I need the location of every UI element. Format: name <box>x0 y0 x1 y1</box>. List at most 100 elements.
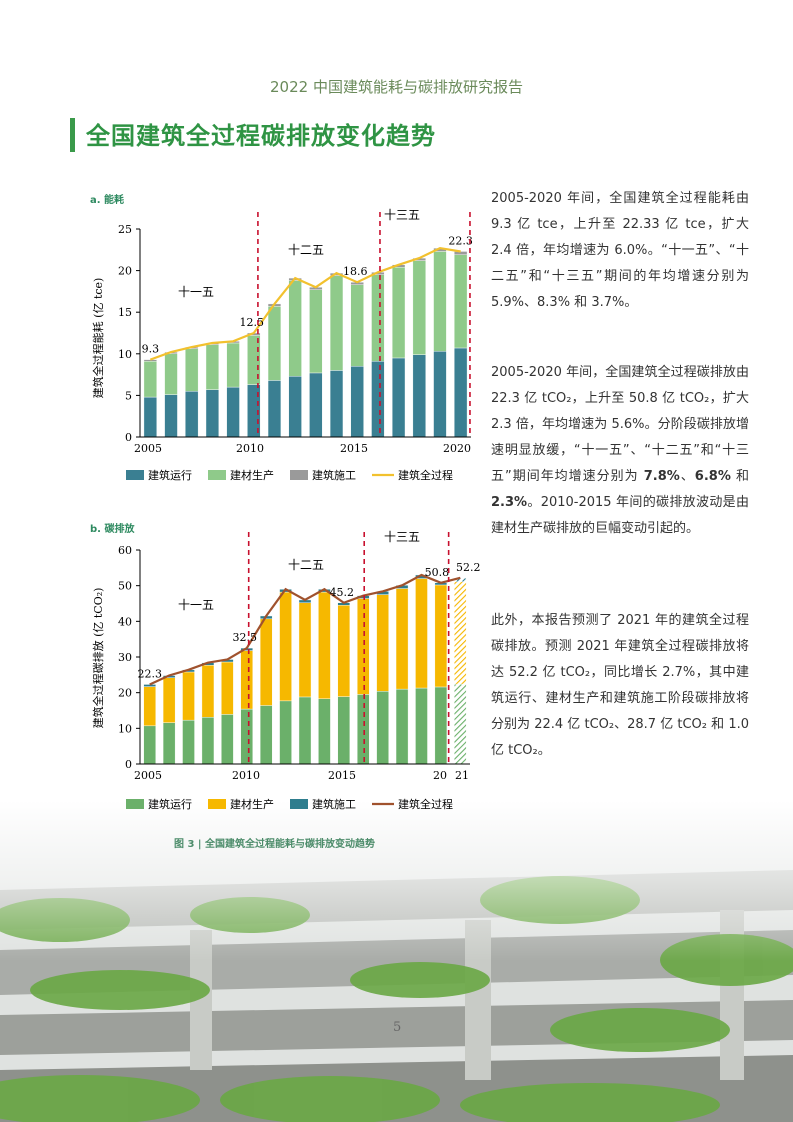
bar-建筑运行-2013 <box>298 696 312 765</box>
x-tick-label: 2005 <box>134 769 162 782</box>
bar-建材生产-2012 <box>288 280 302 377</box>
page-title: 全国建筑全过程碳排放变化趋势 <box>86 122 436 150</box>
period-label: 十二五 <box>288 243 324 257</box>
legend-label: 建筑运行 <box>148 797 192 811</box>
paragraph-emission-c: 。2010-2015 年间的碳排放波动是由建材生产碳排放的巨幅变动引起的。 <box>491 495 749 536</box>
bar-建筑运行-2011 <box>259 705 273 765</box>
bar-建筑运行-2009 <box>226 386 240 438</box>
bar-建材生产-2013 <box>298 602 312 698</box>
bar-建材生产-2020 <box>434 584 448 688</box>
total-line-path <box>149 573 461 686</box>
bar-建筑运行-2016 <box>357 694 370 765</box>
bars-emission <box>143 574 467 765</box>
x-tick-label: 2015 <box>340 442 368 455</box>
y-tick-labels-emission: 0 10 20 30 40 50 60 <box>118 544 140 771</box>
bar-建材生产-2011 <box>267 306 282 381</box>
bar-建材生产-2015 <box>350 284 364 367</box>
emission-chart: b. 碳排放 建筑全过程碳排放 (亿 tCO₂) 0 10 20 30 40 50 60 2… <box>90 522 480 811</box>
bar-建材生产-2005 <box>143 361 157 398</box>
x-tick-label: 2015 <box>328 769 356 782</box>
bar-建筑运行-2017 <box>376 691 389 765</box>
y-tick-label: 30 <box>118 651 132 664</box>
y-tick-label: 5 <box>125 389 132 402</box>
bar-建材生产-2018 <box>395 588 409 690</box>
legend-label: 建筑全过程 <box>398 797 453 811</box>
background-building-photo <box>0 800 793 1122</box>
legend-swatch <box>208 799 226 809</box>
y-tick-label: 25 <box>118 223 132 236</box>
separator-1: 、 <box>679 469 695 484</box>
x-tick-label: 21 <box>455 769 469 782</box>
value-annotation: 22.3 <box>137 667 162 680</box>
x-tick-label: 20 <box>433 769 447 782</box>
legend-swatch <box>290 799 308 809</box>
page-number: 5 <box>393 1020 402 1035</box>
bar-建筑运行-2020 <box>434 686 448 765</box>
value-annotation: 9.3 <box>142 343 160 356</box>
annotations-energy: 9.3 12.5 18.6 22.3 <box>142 234 473 355</box>
value-annotation: 32.5 <box>233 631 258 644</box>
bar-建材生产-2008 <box>205 344 220 390</box>
paragraph-emission-a: 2005-2020 年间，全国建筑全过程碳排放由 22.3 亿 tCO₂，上升至… <box>491 365 749 484</box>
bar-建筑运行-2010 <box>240 708 253 765</box>
bar-建筑运行-2005 <box>143 725 156 765</box>
x-tick-labels-energy: 2005 2010 2015 2020 <box>134 442 471 455</box>
period-labels-emission: 十一五 十二五 十三五 <box>178 530 420 612</box>
energy-chart: a. 能耗 建筑全过程能耗 (亿 tce) 0 5 10 15 20 25 9.3 12.5… <box>90 193 473 482</box>
value-annotation: 12.5 <box>240 316 265 329</box>
bar-建材生产-2016 <box>371 274 385 362</box>
paragraph-emission: 2005-2020 年间，全国建筑全过程碳排放由 22.3 亿 tCO₂，上升至… <box>491 360 749 542</box>
legend-label: 建筑施工 <box>312 797 356 811</box>
legend-label: 建材生产 <box>230 468 274 482</box>
annotations-emission: 22.3 32.5 45.2 50.8 52.2 <box>137 561 480 681</box>
bar-建筑运行-2014 <box>329 370 344 438</box>
bar-建材生产-2018 <box>412 260 426 355</box>
x-tick-label: 2010 <box>236 442 264 455</box>
legend-label: 建材生产 <box>230 797 274 811</box>
bar-建材生产-2006 <box>164 353 178 395</box>
value-annotation: 52.2 <box>456 561 480 574</box>
bar-建材生产-2016 <box>357 598 370 695</box>
bar-建筑运行-2007 <box>185 391 199 438</box>
bar-建筑运行-2018 <box>395 688 409 765</box>
bar-建筑运行-2009 <box>221 714 234 765</box>
y-tick-label: 60 <box>118 544 132 557</box>
bar-建筑运行-2015 <box>337 696 351 765</box>
bar-建材生产-2007 <box>182 671 195 721</box>
bar-建材生产-2015 <box>337 605 351 697</box>
value-annotation: 45.2 <box>330 586 355 599</box>
bar-建筑施工-2020 <box>454 251 468 255</box>
total-line-emission <box>149 573 461 686</box>
bar-建筑运行-2018 <box>412 354 426 438</box>
conjunction: 和 <box>730 469 749 484</box>
bar-建材生产-2005 <box>143 686 156 727</box>
bar-建材生产-2014 <box>329 275 344 371</box>
bar-建筑运行-2017 <box>391 357 406 438</box>
legend-swatch <box>126 470 144 480</box>
legend-label: 建筑全过程 <box>398 468 453 482</box>
period-label: 十一五 <box>178 598 214 612</box>
y-tick-label: 20 <box>118 687 132 700</box>
bar-建材生产-2007 <box>185 348 199 392</box>
paragraph-forecast: 此外，本报告预测了 2021 年的建筑全过程碳排放。预测 2021 年建筑全过程… <box>491 613 749 758</box>
bar-建筑运行-2014 <box>318 698 331 765</box>
bar-建筑运行-2019 <box>415 687 428 765</box>
bar-建筑运行-2013 <box>309 372 323 438</box>
bar-建材生产-2012 <box>279 591 292 702</box>
bar-建材生产-2009 <box>221 661 234 715</box>
x-tick-label: 2005 <box>134 442 162 455</box>
x-tick-label: 2010 <box>232 769 260 782</box>
bar-建材生产-2020 <box>454 254 468 349</box>
y-axis-label-energy: 建筑全过程能耗 (亿 tce) <box>91 278 105 399</box>
legend-energy: 建筑运行 建材生产 建筑施工 建筑全过程 <box>126 468 453 482</box>
total-line-path <box>149 246 461 361</box>
value-annotation: 50.8 <box>425 566 450 579</box>
bar-建筑运行-2019 <box>433 351 447 438</box>
bar-建筑运行-2008 <box>201 717 215 765</box>
bar-建材生产-2008 <box>201 665 215 718</box>
bar-建材生产-2013 <box>309 289 323 374</box>
rate-13th: 2.3% <box>491 495 528 510</box>
bar-建筑运行-2012 <box>288 376 302 438</box>
bar-建筑运行-2011 <box>267 380 282 438</box>
figure-caption: 图 3 | 全国建筑全过程能耗与碳排放变动趋势 <box>174 839 376 850</box>
